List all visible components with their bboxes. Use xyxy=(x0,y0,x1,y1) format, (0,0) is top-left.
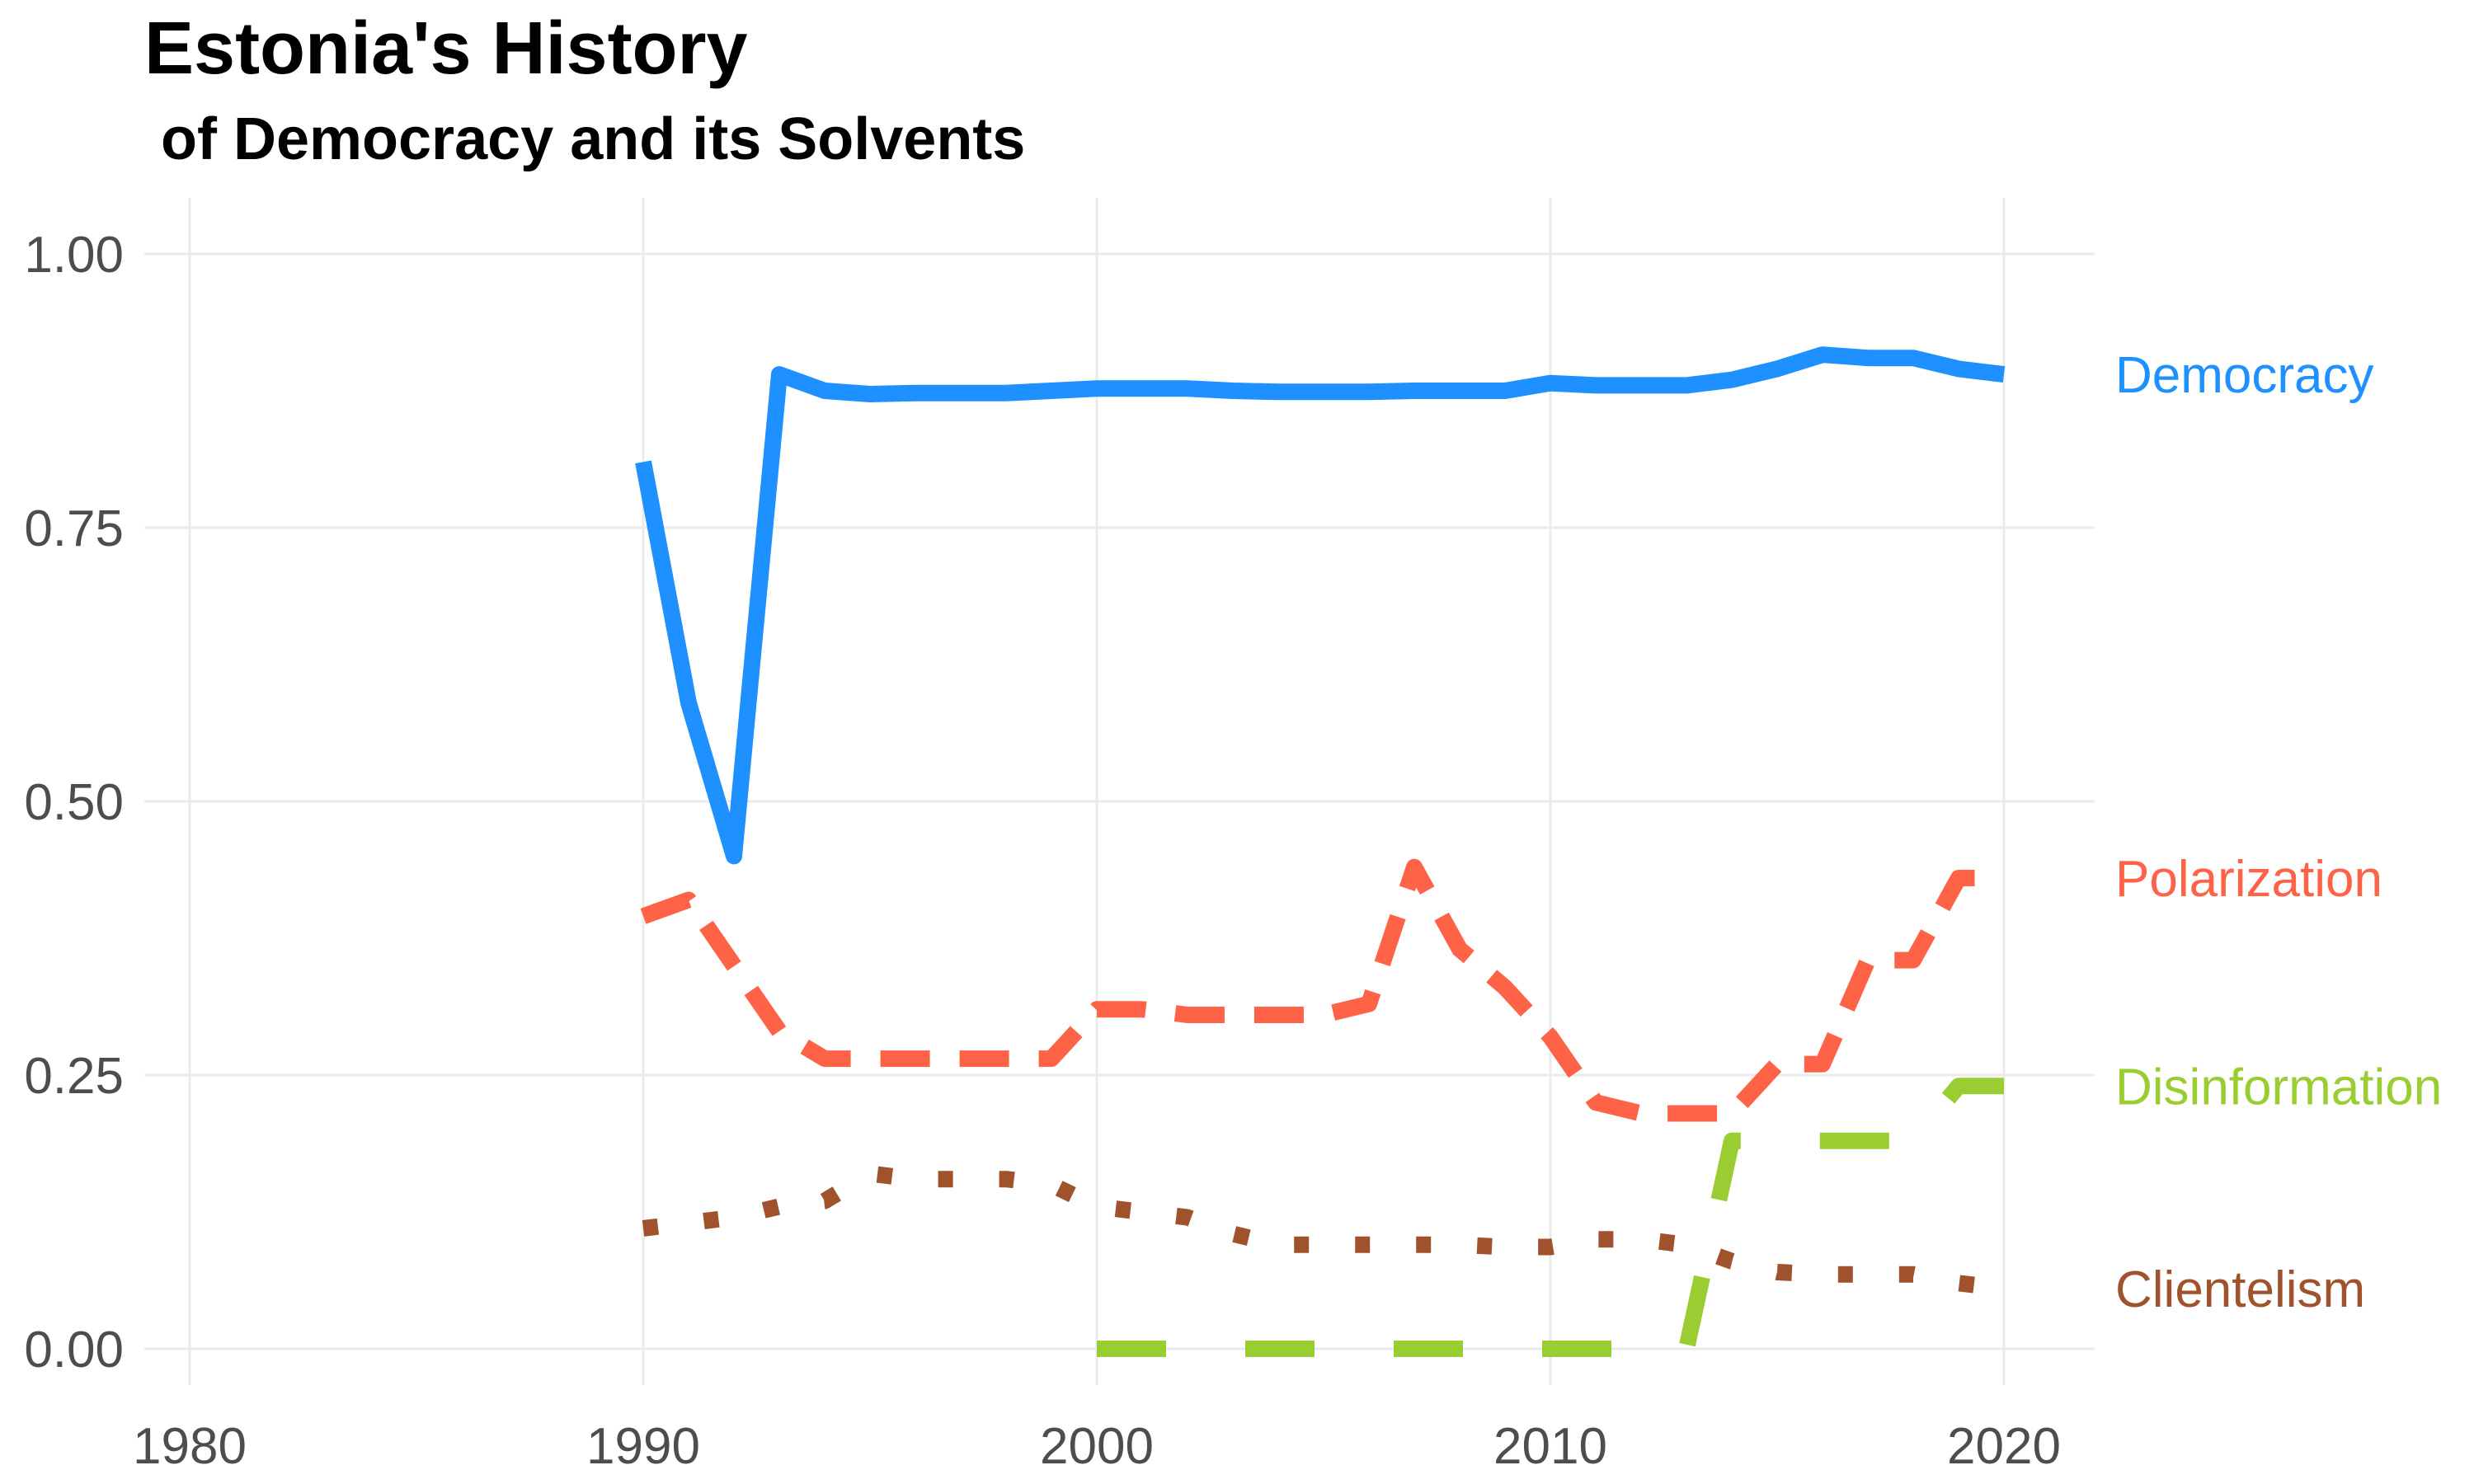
series-line-clientelism xyxy=(642,1165,2006,1297)
x-tick-label: 2020 xyxy=(1947,1418,2061,1475)
y-tick-label: 0.75 xyxy=(24,500,124,557)
series-line-disinformation xyxy=(1097,1078,2004,1357)
series-line-democracy xyxy=(635,346,2006,865)
chart-subtitle: of Democracy and its Solvents xyxy=(144,106,1026,172)
series-line-polarization xyxy=(640,858,2004,1122)
series-layer xyxy=(635,346,2006,1357)
y-tick-label: 0.00 xyxy=(24,1322,124,1378)
series-label-clientelism: Clientelism xyxy=(2115,1261,2365,1318)
series-label-democracy: Democracy xyxy=(2115,347,2374,404)
y-tick-label: 1.00 xyxy=(24,227,124,284)
x-tick-label: 2000 xyxy=(1040,1418,1154,1475)
series-labels: Democracy Polarization Disinformation Clien… xyxy=(2115,347,2442,1318)
series-label-polarization: Polarization xyxy=(2115,851,2382,908)
x-tick-label: 1980 xyxy=(133,1418,247,1475)
series-label-disinformation: Disinformation xyxy=(2115,1059,2442,1115)
y-tick-label: 0.50 xyxy=(24,774,124,831)
y-tick-label: 0.25 xyxy=(24,1048,124,1105)
chart-title: Estonia's History xyxy=(144,7,748,90)
x-tick-label: 1990 xyxy=(586,1418,700,1475)
x-tick-label: 2010 xyxy=(1493,1418,1607,1475)
axis-labels: 1980 1990 2000 2010 2020 0.00 0.25 0.50 0.75 1.00 xyxy=(24,227,2061,1475)
